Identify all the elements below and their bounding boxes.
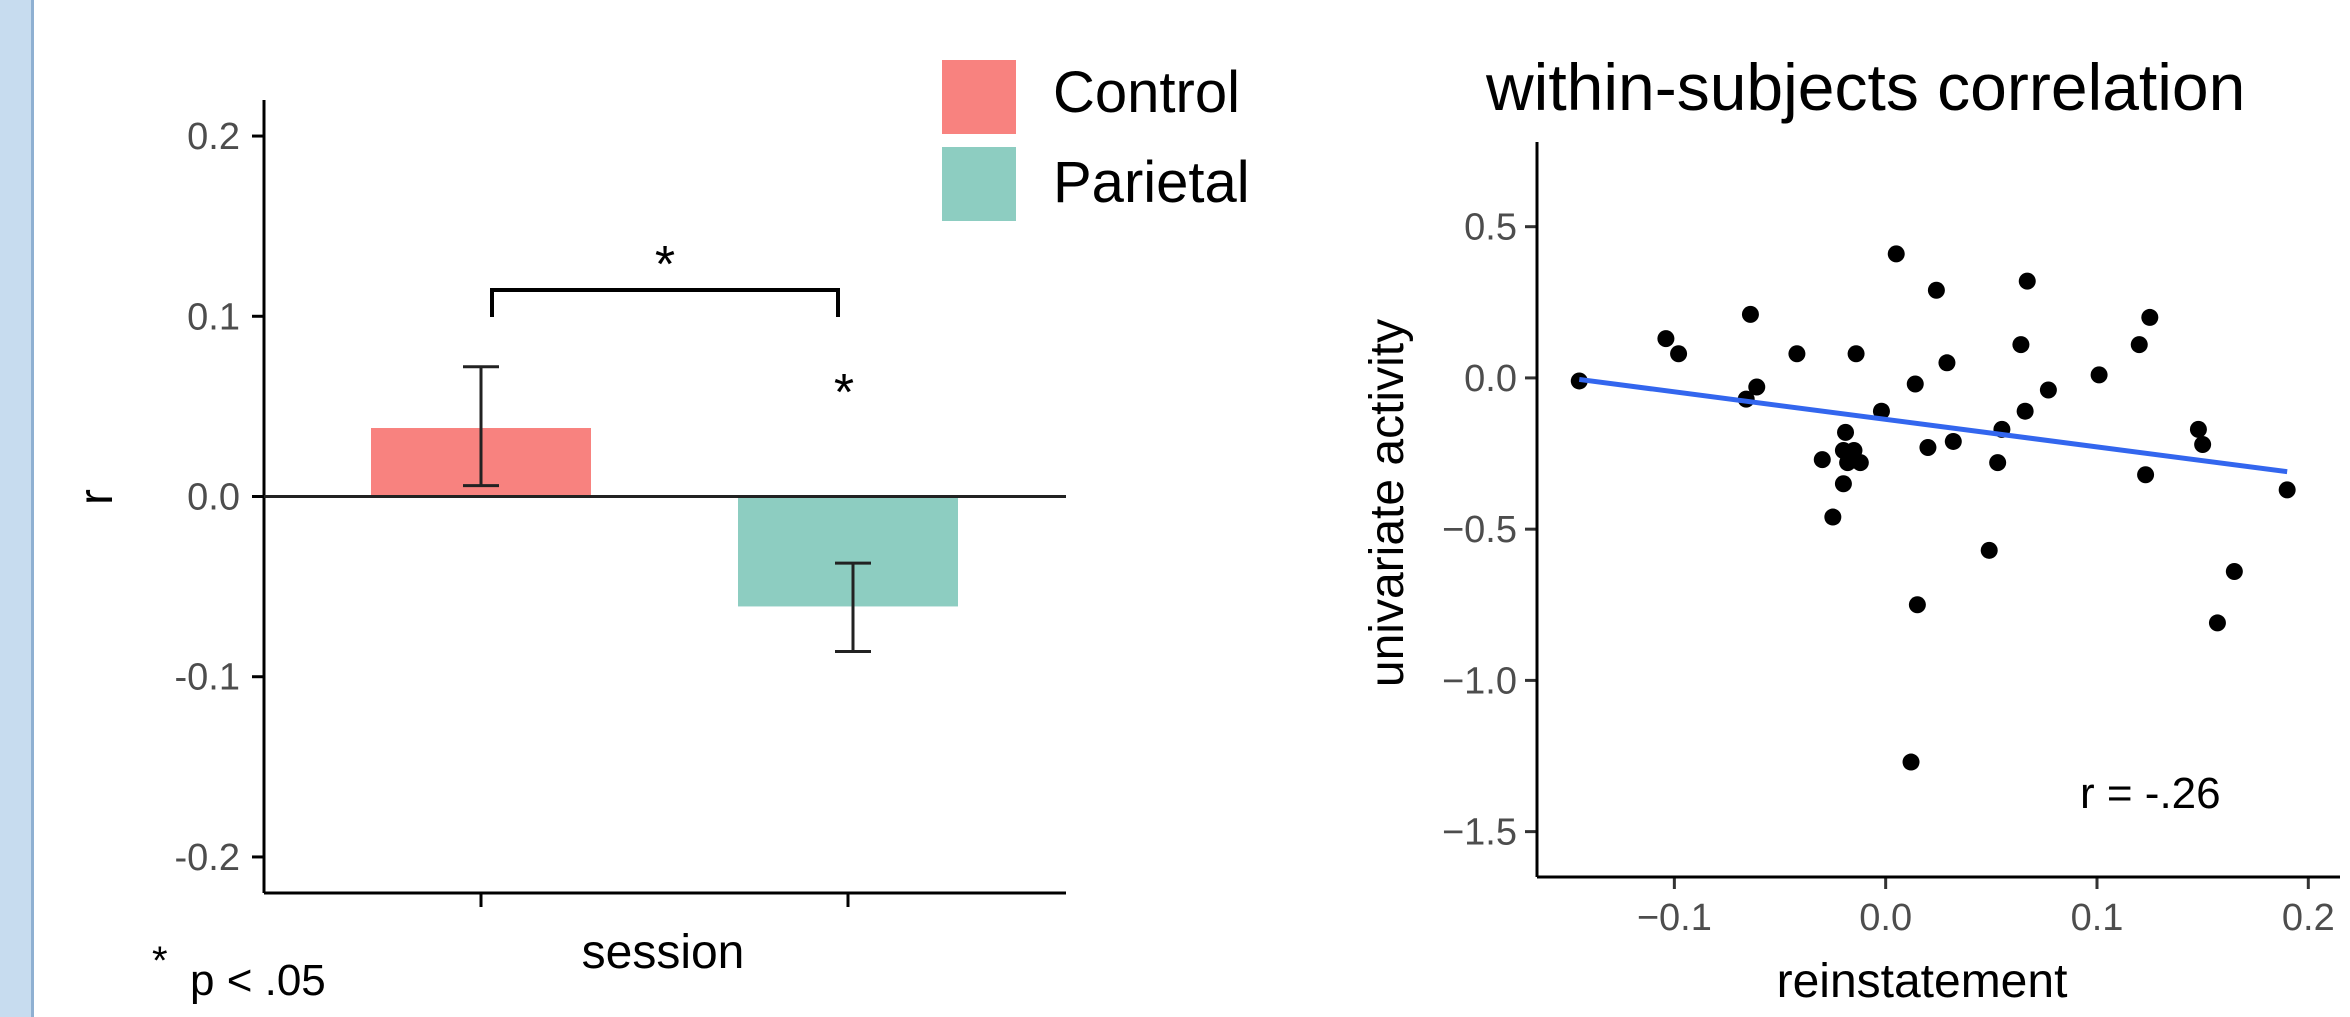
scatter-chart: within-subjects correlation 0.5 0.0 −0.5 −1… [1361,50,2340,1008]
scatter-r-annotation: r = -.26 [2080,769,2221,818]
legend-swatch-control [942,60,1016,134]
scatter-title: within-subjects correlation [1485,50,2245,124]
scatter-point [2090,366,2108,384]
bar-parietal [738,496,958,607]
significance-bracket [490,288,840,317]
scatter-y-tick-label: 0.5 [1464,207,1517,249]
scatter-y-tick-label: −1.5 [1442,812,1517,854]
scatter-x-tick-label: 0.1 [2071,897,2124,939]
scatter-points [1570,245,2296,771]
scatter-y-tick-label: 0.0 [1464,358,1517,400]
scatter-x-axis-title: reinstatement [1777,955,2068,1008]
scatter-point [1906,375,1924,393]
scatter-point [2016,402,2034,420]
bar-y-tick-label: 0.2 [187,116,240,158]
left-border-strip [0,0,34,1017]
scatter-y-ticks: 0.5 0.0 −0.5 −1.0 −1.5 [1442,207,1537,854]
scatter-point [2141,308,2159,326]
scatter-point [1944,432,1962,450]
scatter-point [1813,451,1831,469]
scatter-point [2137,466,2155,484]
bar-y-tick-label: -0.2 [175,837,240,879]
bar-y-axis-title: r [70,489,123,505]
scatter-point [1788,345,1806,363]
scatter-point [2018,272,2036,290]
scatter-point [1980,541,1998,559]
scatter-point [1851,454,1869,472]
scatter-point [1748,378,1766,396]
scatter-point [1824,508,1842,526]
scatter-point [1670,345,1688,363]
scatter-point [1989,454,2007,472]
scatter-point [2130,336,2148,354]
scatter-point [1847,345,1865,363]
legend: Control Parietal [942,60,1250,221]
bar-y-ticks: 0.2 0.1 0.0 -0.1 -0.2 [175,116,264,879]
scatter-point [2194,435,2212,453]
scatter-point [1902,753,1920,771]
scatter-point [2039,381,2057,399]
bar-y-tick-label: -0.1 [175,657,240,699]
bar-x-axis-title: session [582,926,745,979]
scatter-point [2278,481,2296,499]
scatter-point [1908,596,1926,614]
scatter-point [2208,614,2226,632]
scatter-point [1741,305,1759,323]
parietal-bar-star: * [834,364,854,422]
scatter-x-tick-label: −0.1 [1637,897,1712,939]
bar-y-tick-label: 0.0 [187,477,240,519]
scatter-x-tick-label: 0.0 [1859,897,1912,939]
scatter-point [1938,354,1956,372]
scatter-point [1919,438,1937,456]
scatter-point [2225,563,2243,581]
scatter-x-tick-label: 0.2 [2282,897,2335,939]
scatter-y-axis-title: univariate activity [1361,319,1414,687]
legend-swatch-parietal [942,147,1016,221]
scatter-point [2189,420,2207,438]
scatter-point [1834,475,1852,493]
bracket-star: * [655,236,675,294]
scatter-point [1837,423,1855,441]
regression-line [1578,376,2288,475]
bar-chart: 0.2 0.1 0.0 -0.1 -0.2 session r * * * p < .0… [70,60,1250,1005]
scatter-point [1872,402,1890,420]
bar-y-tick-label: 0.1 [187,296,240,338]
scatter-point [1657,330,1675,348]
bar-marks [371,365,958,653]
scatter-y-tick-label: −0.5 [1442,509,1517,551]
scatter-point [1927,281,1945,299]
footnote-star: * [152,939,168,983]
scatter-x-ticks: −0.1 0.0 0.1 0.2 [1637,877,2335,939]
footnote-text: p < .05 [190,956,326,1005]
scatter-point [2012,336,2030,354]
scatter-point [1887,245,1905,263]
legend-label-control: Control [1053,60,1240,125]
legend-label-parietal: Parietal [1053,150,1250,215]
scatter-y-tick-label: −1.0 [1442,660,1517,702]
